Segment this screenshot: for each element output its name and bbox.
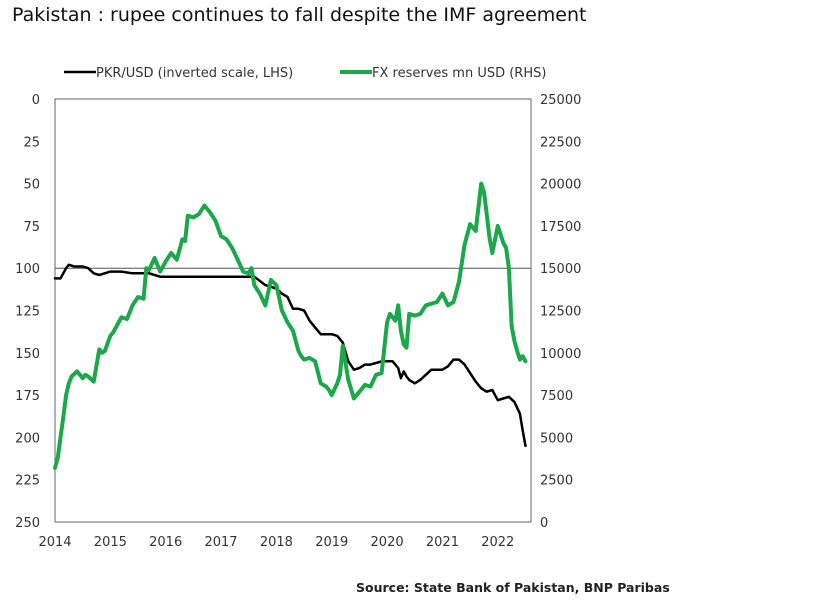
left-tick-label: 250 (15, 516, 40, 531)
right-tick-label: 10000 (540, 347, 581, 362)
right-tick-label: 0 (540, 516, 548, 531)
right-axis: 0 2500 5000 7500 10000 12500 15000 17500 20000 22… (540, 93, 581, 531)
plot-area (54, 98, 532, 523)
left-tick-label: 150 (15, 347, 40, 362)
left-axis: 0 25 50 75 100 125 150 175 200 225 250 (15, 93, 40, 531)
right-tick-label: 5000 (540, 431, 573, 446)
left-tick-label: 25 (23, 135, 40, 150)
left-tick-label: 50 (23, 178, 40, 193)
x-tick-label: 2017 (204, 535, 237, 550)
x-tick-label: 2019 (315, 535, 348, 550)
legend-label-pkr: PKR/USD (inverted scale, LHS) (96, 66, 293, 81)
x-tick-label: 2014 (38, 535, 71, 550)
right-tick-label: 7500 (540, 389, 573, 404)
left-tick-label: 100 (15, 262, 40, 277)
right-tick-label: 15000 (540, 262, 581, 277)
series-group (53, 181, 528, 470)
right-tick-label: 20000 (540, 178, 581, 193)
series-line-fx-reserves (53, 181, 528, 470)
right-tick-label: 25000 (540, 93, 581, 108)
right-tick-label: 17500 (540, 220, 581, 235)
chart-source: Source: State Bank of Pakistan, BNP Pari… (356, 580, 670, 595)
legend: PKR/USD (inverted scale, LHS) FX reserve… (64, 66, 546, 81)
left-tick-label: 225 (15, 474, 40, 489)
right-tick-label: 12500 (540, 305, 581, 320)
left-tick-label: 175 (15, 389, 40, 404)
legend-label-fx: FX reserves mn USD (RHS) (372, 66, 546, 81)
x-tick-label: 2018 (260, 535, 293, 550)
left-tick-label: 75 (23, 220, 40, 235)
x-tick-label: 2020 (371, 535, 404, 550)
x-tick-label: 2021 (426, 535, 459, 550)
left-tick-label: 125 (15, 305, 40, 320)
x-axis: 2014 2015 2016 2017 2018 2019 2020 2021 2022 (38, 535, 514, 550)
chart-title: Pakistan : rupee continues to fall despi… (12, 4, 587, 26)
x-tick-label: 2016 (149, 535, 182, 550)
series-line-pkr-usd (53, 263, 527, 448)
right-tick-label: 22500 (540, 135, 581, 150)
x-tick-label: 2015 (94, 535, 127, 550)
x-tick-label: 2022 (481, 535, 514, 550)
left-tick-label: 200 (15, 431, 40, 446)
left-tick-label: 0 (32, 93, 40, 108)
right-tick-label: 2500 (540, 474, 573, 489)
